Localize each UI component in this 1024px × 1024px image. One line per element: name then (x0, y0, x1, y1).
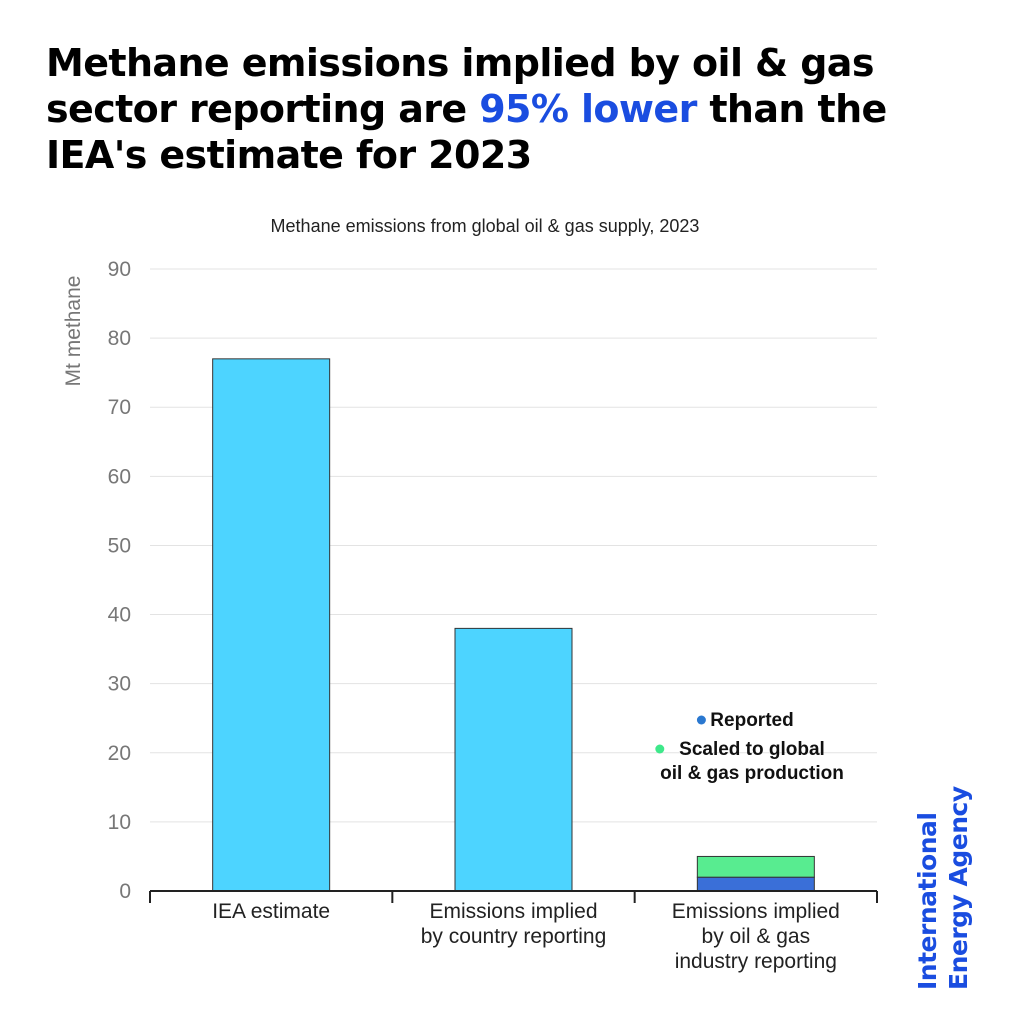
legend-marker (655, 744, 665, 754)
iea-logo: International Energy Agency (912, 770, 992, 990)
headline-highlight: 95% lower (479, 87, 697, 131)
y-tick-label: 60 (108, 465, 131, 488)
x-tick-label: industry reporting (675, 950, 837, 973)
legend-label: oil & gas production (660, 763, 844, 784)
chart-title: Methane emissions from global oil & gas … (271, 216, 700, 236)
y-tick-label: 90 (108, 258, 131, 281)
x-axis (149, 890, 878, 903)
y-tick-label: 70 (108, 396, 131, 419)
y-axis-label: Mt methane (62, 276, 85, 387)
bar-1-segment-1 (212, 358, 331, 892)
bar-2-segment-1 (454, 627, 573, 892)
y-tick-label: 0 (119, 880, 131, 903)
x-tick-label: IEA estimate (212, 900, 330, 923)
legend-label: Scaled to global (679, 739, 825, 760)
legend-label: Reported (710, 710, 793, 731)
x-tick-label: by country reporting (421, 925, 607, 948)
logo-line2: Energy Agency (944, 786, 973, 990)
headline: Methane emissions implied by oil & gas s… (46, 40, 986, 178)
legend: Reported Scaled to global oil & gas produc… (655, 710, 844, 784)
y-tick-label: 30 (108, 673, 131, 696)
y-tick-label: 10 (108, 811, 131, 834)
y-tick-label: 80 (108, 327, 131, 350)
legend-marker (696, 715, 706, 725)
bar-3-segment-1 (696, 876, 815, 892)
x-tick-label: Emissions implied (429, 900, 597, 923)
y-tick-label: 40 (108, 604, 131, 627)
logo-line1: International (913, 812, 942, 990)
y-tick-label: 50 (108, 534, 131, 557)
y-tick-label: 20 (108, 742, 131, 765)
bars (212, 358, 815, 892)
headline-part2: than the IEA's estimate for 2023 (46, 87, 887, 177)
bar-3-segment-2 (696, 855, 815, 878)
x-tick-label: Emissions implied (672, 900, 840, 923)
headline-part1: Methane emissions implied by oil & gas s… (46, 41, 874, 131)
x-tick-label: by oil & gas (702, 925, 811, 948)
y-ticks: 0 10 20 30 40 50 60 70 80 90 (108, 258, 131, 903)
